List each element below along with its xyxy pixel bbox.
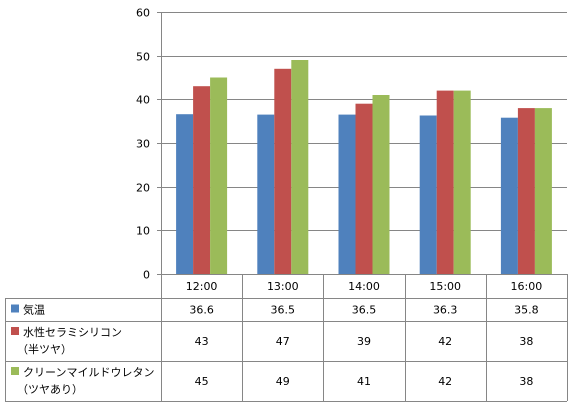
series-label: （ツヤあり） (17, 383, 83, 396)
bar-2-13:00 (274, 68, 292, 274)
bar-2-15:00 (436, 90, 454, 274)
x-tick-label: 14:00 (348, 280, 380, 293)
bar-2-14:00 (355, 103, 373, 274)
data-label: 39 (357, 335, 371, 348)
data-label: 45 (195, 375, 209, 388)
data-label: 43 (195, 335, 209, 348)
bar-group (176, 60, 552, 274)
y-tick-label: 30 (136, 138, 150, 151)
series-label: 気温 (23, 303, 45, 317)
y-tick-label: 50 (136, 51, 150, 64)
x-tick-label: 12:00 (186, 280, 218, 293)
data-label: 41 (357, 375, 371, 388)
bar-1-16:00 (500, 117, 518, 274)
x-tick-label: 15:00 (429, 280, 461, 293)
y-axis-ticks: 0 10 20 30 40 50 60 (136, 7, 161, 282)
y-tick-label: 10 (136, 225, 150, 238)
bar-2-12:00 (193, 86, 211, 274)
bar-1-12:00 (176, 114, 194, 274)
bar-1-15:00 (419, 115, 437, 274)
y-tick-label: 60 (136, 7, 150, 20)
bar-3-16:00 (534, 108, 552, 274)
legend-key (11, 327, 19, 335)
data-label: 42 (438, 375, 452, 388)
bar-2-16:00 (517, 108, 535, 274)
data-label: 47 (276, 335, 290, 348)
bar-1-14:00 (338, 114, 356, 274)
legend-key (11, 304, 19, 313)
y-tick-label: 40 (136, 94, 150, 107)
bar-3-15:00 (453, 90, 471, 274)
x-tick-label: 13:00 (267, 280, 299, 293)
bar-3-12:00 (210, 77, 228, 274)
legend-key (11, 367, 19, 375)
data-label: 38 (519, 375, 533, 388)
bar-3-14:00 (372, 95, 390, 274)
data-label: 35.8 (514, 304, 539, 317)
bar-3-13:00 (291, 60, 309, 274)
data-label: 42 (438, 335, 452, 348)
x-tick-label: 16:00 (511, 280, 543, 293)
series-label: 水性セラミシリコン (23, 325, 122, 339)
series-label: クリーンマイルドウレタン (23, 366, 154, 379)
y-tick-label: 20 (136, 182, 150, 195)
data-label: 36.6 (189, 304, 214, 317)
data-label: 36.5 (352, 304, 377, 317)
data-table: 12:00 13:00 14:00 15:00 16:00 気温 36.6 36.5 36.5 3… (5, 274, 568, 402)
data-label: 49 (276, 375, 290, 388)
data-label: 36.5 (271, 304, 296, 317)
data-label: 36.3 (433, 304, 458, 317)
series-label: （半ツヤ） (17, 342, 72, 356)
bar-1-13:00 (257, 114, 275, 274)
y-tick-label: 0 (143, 269, 150, 282)
data-label: 38 (519, 335, 533, 348)
